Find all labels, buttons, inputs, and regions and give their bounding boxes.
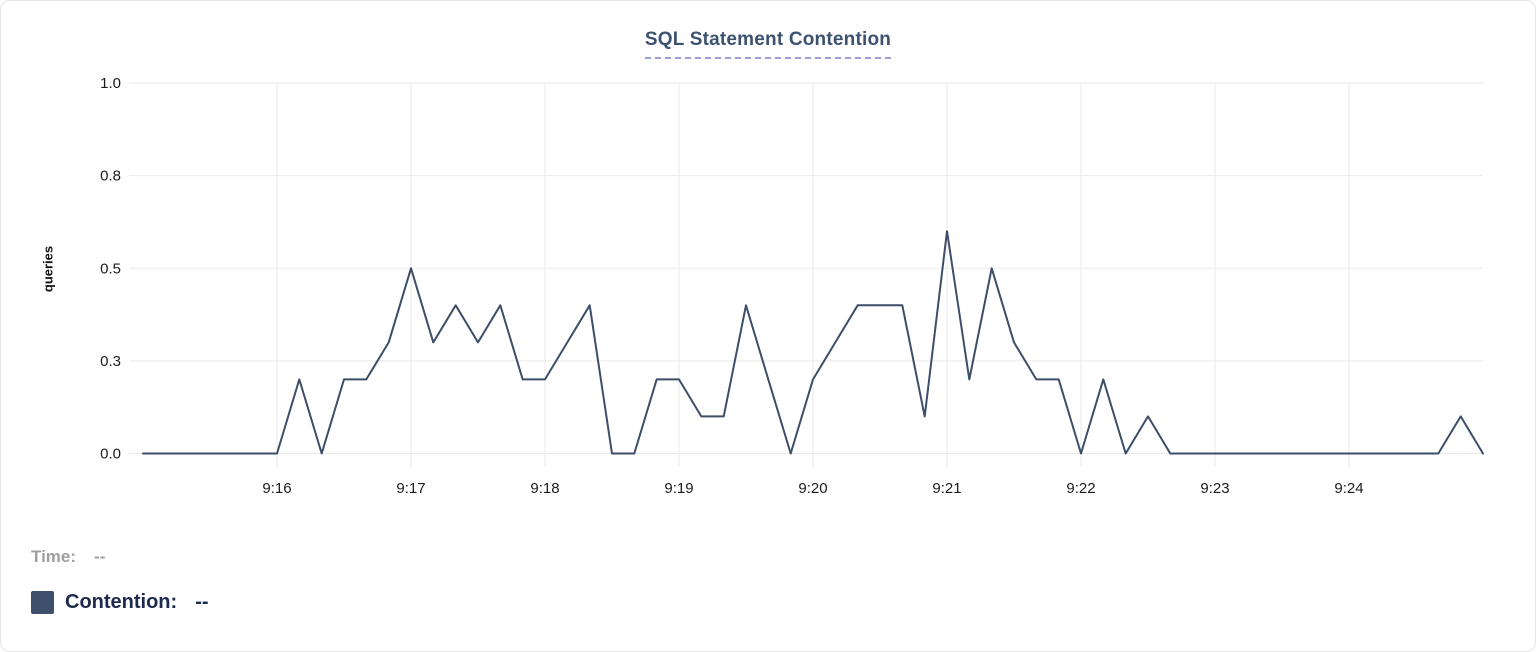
contention-swatch-icon [31,591,54,614]
x-tick-label: 9:19 [664,480,693,497]
x-tick-label: 9:23 [1200,480,1229,497]
x-tick-label: 9:20 [798,480,827,497]
x-tick-label: 9:18 [530,480,559,497]
legend-contention-row[interactable]: Contention: -- [31,591,209,614]
legend-time-value: -- [94,547,106,566]
y-tick-label: 0.0 [100,446,121,463]
legend-contention-label: Contention: [65,591,178,613]
contention-series-line [142,230,1484,455]
y-tick-label: 0.8 [100,168,121,185]
x-tick-label: 9:17 [396,480,425,497]
x-tick-label: 9:16 [262,480,291,497]
legend-contention-value: -- [195,591,209,613]
legend-time-row: Time: -- [31,547,105,567]
x-tick-label: 9:21 [932,480,961,497]
y-tick-label: 1.0 [100,75,121,92]
y-tick-label: 0.5 [100,260,121,277]
chart-title[interactable]: SQL Statement Contention [644,29,892,59]
x-tick-label: 9:24 [1334,480,1363,497]
y-tick-label: 0.3 [100,353,121,370]
chart-header: SQL Statement Contention [1,29,1535,59]
x-tick-label: 9:22 [1066,480,1095,497]
legend-time-label: Time: [31,547,77,566]
